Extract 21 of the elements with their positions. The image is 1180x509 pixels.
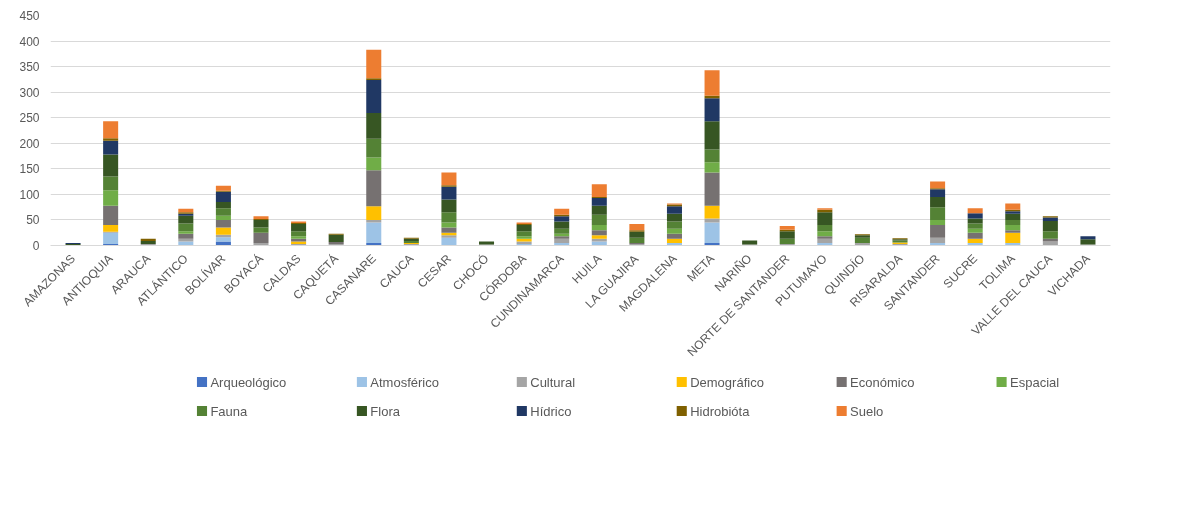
legend-label: Atmosférico (370, 374, 439, 390)
legend-label: Flora (370, 403, 401, 419)
legend-label: Espacial (1010, 374, 1060, 390)
y-tick-label: 100 (19, 187, 40, 202)
y-tick-label: 400 (19, 34, 40, 49)
legend-label: Arqueológico (210, 374, 287, 390)
legend-label: Demográfico (690, 374, 764, 390)
legend-label: Económico (850, 374, 915, 390)
y-tick-label: 250 (19, 111, 40, 126)
legend-label: Suelo (850, 403, 884, 419)
y-tick-label: 300 (19, 85, 40, 100)
legend-label: Fauna (210, 403, 249, 419)
y-tick-label: 350 (19, 60, 40, 75)
legend-label: Hidrobióta (690, 403, 751, 419)
y-tick-label: 50 (26, 213, 40, 228)
y-tick-label: 200 (19, 136, 40, 151)
y-tick-label: 150 (19, 162, 40, 177)
y-tick-label: 0 (32, 239, 40, 253)
y-tick-label: 450 (19, 9, 40, 23)
legend-label: Hídrico (530, 403, 572, 419)
legend-label: Cultural (530, 374, 576, 390)
